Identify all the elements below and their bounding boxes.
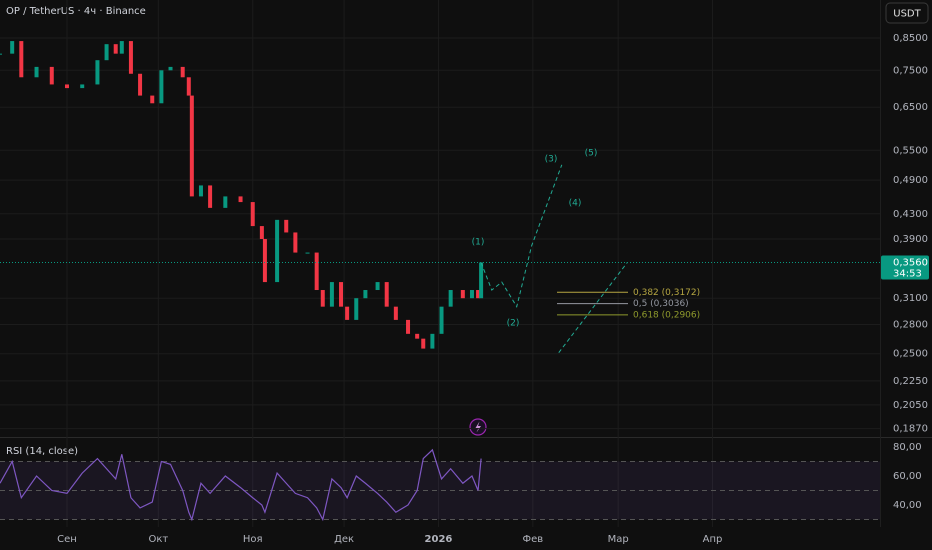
candle (406, 319, 411, 334)
wave-label: (4) (569, 199, 582, 209)
x-tick-label: Дек (334, 534, 354, 545)
rsi-title: RSI (14, close) (6, 446, 78, 457)
candle (384, 282, 389, 307)
candle (189, 95, 194, 197)
candle (314, 252, 319, 291)
candle (128, 41, 133, 74)
candle (259, 226, 264, 239)
candle (223, 196, 228, 208)
candle (262, 238, 267, 283)
y-tick-label: 0,6500 (893, 102, 928, 113)
candle (0, 53, 2, 55)
candle (198, 185, 203, 197)
wave-label: (2) (507, 319, 520, 329)
candle (479, 262, 484, 299)
candle (19, 41, 24, 78)
candle (421, 338, 426, 349)
y-tick-label: 0,3900 (893, 234, 928, 245)
candle (430, 333, 435, 349)
rsi-tick-label: 80,00 (893, 442, 922, 453)
fib-label: 0,382 (0,3172) (633, 288, 700, 298)
y-tick-label: 0,4300 (893, 209, 928, 220)
x-tick-label: 2026 (425, 534, 453, 545)
candle (150, 95, 155, 104)
wave-label: (5) (585, 149, 598, 159)
candle (354, 298, 359, 320)
x-tick-label: Ноя (243, 534, 263, 545)
candle (250, 202, 255, 227)
rsi-tick-label: 40,00 (893, 500, 922, 511)
y-tick-label: 0,4900 (893, 175, 928, 186)
candle (339, 282, 344, 307)
fib-label: 0,618 (0,2906) (633, 310, 700, 320)
projection-line (480, 164, 563, 308)
y-tick-label: 0,1870 (893, 424, 928, 435)
y-tick-label: 0,2500 (893, 349, 928, 360)
candle (415, 333, 420, 339)
candle (329, 282, 334, 307)
candle (208, 185, 213, 208)
y-tick-label: 0,2050 (893, 400, 928, 411)
y-tick-label: 0,3100 (893, 293, 928, 304)
candle (186, 77, 191, 96)
grid (0, 0, 880, 527)
x-tick-label: Апр (703, 534, 723, 545)
candle (439, 306, 444, 334)
rsi-tick-label: 60,00 (893, 471, 922, 482)
candle (305, 252, 310, 254)
projection-line (558, 262, 628, 353)
candle (469, 290, 474, 299)
y-tick-label: 0,5500 (893, 145, 928, 156)
currency-button[interactable] (885, 2, 929, 24)
candle (293, 232, 298, 253)
candle (64, 84, 69, 89)
candle (393, 306, 398, 320)
rsi-line (0, 448, 482, 522)
candle (104, 44, 109, 61)
candle (119, 41, 124, 54)
y-tick-label: 0,2250 (893, 376, 928, 387)
candle (448, 290, 453, 307)
x-tick-label: Фев (523, 534, 544, 545)
candle (180, 66, 185, 78)
countdown-label: 34:53 (893, 269, 922, 280)
y-tick-label: 0,7500 (893, 65, 928, 76)
candle (460, 290, 465, 299)
candle (168, 66, 173, 71)
candle (363, 290, 368, 299)
y-tick-label: 0,2800 (893, 319, 928, 330)
last-price-box (881, 255, 929, 280)
x-tick-label: Мар (608, 534, 629, 545)
last-price-label: 0,3560 (893, 258, 928, 269)
candle (284, 219, 289, 233)
x-tick-label: Окт (148, 534, 168, 545)
lightning-icon (475, 421, 481, 433)
symbol-title: OP / TetherUS · 4ч · Binance (6, 6, 146, 17)
candle (34, 66, 39, 78)
candle (80, 84, 85, 89)
currency-button-label[interactable]: USDT (893, 9, 921, 20)
candle (275, 219, 280, 283)
wave-label: (3) (545, 155, 558, 165)
candle (476, 290, 481, 299)
candle (238, 196, 243, 203)
fib-label: 0,5 (0,3036) (633, 299, 689, 309)
candle (159, 70, 164, 104)
candle (10, 41, 15, 54)
candle (375, 282, 380, 291)
candle (320, 290, 325, 307)
candle (113, 44, 118, 54)
candle (345, 306, 350, 320)
candle (49, 66, 54, 85)
wave-label: (1) (472, 238, 485, 248)
y-tick-label: 0,8500 (893, 33, 928, 44)
candle (138, 73, 143, 96)
x-tick-label: Сен (57, 534, 77, 545)
candle (95, 60, 100, 85)
